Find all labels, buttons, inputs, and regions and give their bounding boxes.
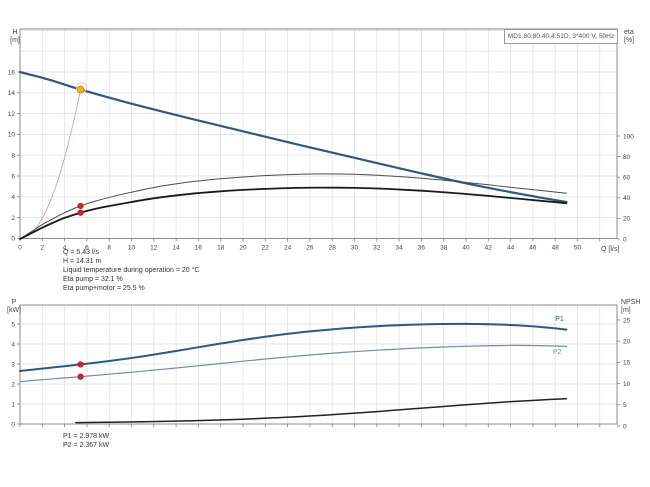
q-axis-title: Q [l/s] — [601, 246, 620, 253]
annotation-line: Eta pump = 32.1 % — [63, 276, 123, 283]
p1-curve-label: P1 — [555, 316, 564, 323]
svg-text:14: 14 — [8, 90, 16, 97]
svg-text:48: 48 — [552, 245, 560, 252]
svg-text:0: 0 — [18, 245, 22, 252]
svg-text:10: 10 — [128, 245, 136, 252]
svg-text:0: 0 — [623, 236, 627, 243]
svg-text:20: 20 — [623, 339, 631, 346]
svg-text:0: 0 — [11, 236, 15, 243]
svg-text:38: 38 — [440, 245, 448, 252]
svg-text:36: 36 — [418, 245, 426, 252]
annotation-line: P1 = 2.978 kW — [63, 433, 110, 440]
svg-text:20: 20 — [239, 245, 247, 252]
p2-duty-dot — [77, 373, 84, 380]
svg-text:22: 22 — [262, 245, 270, 252]
svg-text:3: 3 — [11, 361, 15, 368]
eta-axis-title: eta [%] — [624, 29, 635, 44]
p2-curve-label: P2 — [553, 349, 562, 356]
eta-pump-duty-dot — [77, 202, 84, 210]
svg-text:16: 16 — [8, 69, 16, 76]
svg-text:0: 0 — [11, 421, 15, 428]
p-axis-title: P [kW] — [7, 299, 21, 314]
svg-text:100: 100 — [623, 133, 634, 140]
svg-text:80: 80 — [623, 154, 631, 161]
svg-text:40: 40 — [623, 195, 631, 202]
eta-pump-curve — [19, 173, 567, 240]
svg-text:15: 15 — [623, 360, 631, 367]
p1-duty-dot — [77, 361, 84, 368]
svg-text:16: 16 — [195, 245, 203, 252]
power-info: P1 = 2.978 kW P2 = 2.367 kW — [63, 432, 109, 450]
svg-text:40: 40 — [462, 245, 470, 252]
svg-text:60: 60 — [623, 175, 631, 182]
svg-text:6: 6 — [11, 173, 15, 180]
annotation-line: H = 14.31 m — [63, 258, 102, 265]
svg-text:2: 2 — [11, 381, 15, 388]
annotation-line: P2 = 2.367 kW — [63, 442, 110, 449]
p2-curve — [19, 344, 567, 383]
svg-text:4: 4 — [11, 341, 15, 348]
eta-pump-motor-duty-dot — [77, 209, 84, 216]
svg-text:25: 25 — [623, 317, 631, 324]
svg-text:6: 6 — [85, 245, 89, 252]
svg-text:44: 44 — [507, 245, 515, 252]
annotation-line: Q = 5.43 l/s — [63, 249, 99, 256]
npsh-axis-title: NPSH [m] — [621, 299, 641, 314]
npsh-curve — [75, 397, 568, 424]
svg-text:42: 42 — [485, 245, 493, 252]
pump-curve — [18, 70, 568, 204]
svg-text:14: 14 — [172, 245, 180, 252]
svg-text:4: 4 — [11, 194, 15, 201]
svg-text:0: 0 — [623, 423, 627, 430]
svg-text:26: 26 — [306, 245, 314, 252]
eta-pump-motor-curve — [19, 186, 568, 240]
svg-text:5: 5 — [11, 321, 15, 328]
svg-text:32: 32 — [373, 245, 381, 252]
svg-text:46: 46 — [529, 245, 537, 252]
svg-text:30: 30 — [351, 245, 359, 252]
svg-text:34: 34 — [395, 245, 403, 252]
svg-text:2: 2 — [40, 245, 44, 252]
svg-text:1: 1 — [11, 401, 15, 408]
annotation-line: Liquid temperature during operation = 20… — [63, 267, 200, 274]
svg-text:5: 5 — [623, 402, 627, 409]
h-axis-title: H [m] — [10, 29, 20, 44]
duty-point-info: Q = 5.43 l/s H = 14.31 m Liquid temperatur… — [63, 248, 199, 293]
svg-text:2: 2 — [11, 215, 15, 222]
svg-text:18: 18 — [217, 245, 225, 252]
svg-text:10: 10 — [623, 381, 631, 388]
svg-text:8: 8 — [11, 153, 15, 160]
svg-text:4: 4 — [63, 245, 67, 252]
svg-text:20: 20 — [623, 216, 631, 223]
svg-text:50: 50 — [574, 245, 582, 252]
svg-text:10: 10 — [8, 132, 16, 139]
svg-text:8: 8 — [107, 245, 111, 252]
svg-text:12: 12 — [150, 245, 158, 252]
p1-curve — [19, 322, 568, 372]
svg-text:28: 28 — [329, 245, 337, 252]
svg-text:12: 12 — [8, 111, 16, 118]
duty-point[interactable] — [76, 85, 85, 94]
annotation-line: Eta pump+motor = 25.5 % — [63, 285, 145, 292]
svg-text:24: 24 — [284, 245, 292, 252]
pump-model-title: MD1.80.80.40.4.51D, 3*400 V, 50Hz — [504, 29, 618, 44]
